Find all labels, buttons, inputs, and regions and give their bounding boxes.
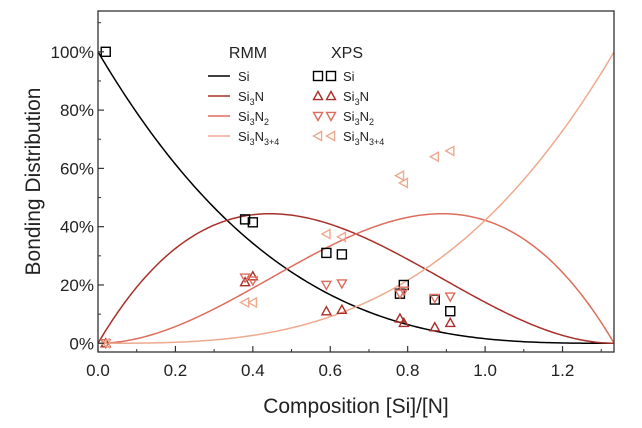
legend-marker-si3n2 [312,111,324,122]
x-tick-label: 0.8 [396,361,420,380]
point-si3n [398,316,410,328]
point-si [336,249,348,260]
point-si3n [336,303,348,315]
point-si3n3+4 [393,169,405,182]
point-si3n3+4 [444,145,455,157]
legend-marker-si3n [325,90,337,101]
point-si3n2 [247,276,259,287]
x-axis-title: Composition [Si]/[N] [263,395,449,418]
point-si3n2 [336,279,348,290]
legend-label-si: Si [238,69,250,84]
legend-label-si3n: Si3N [343,89,369,107]
legend-label-si3n2: Si3N2 [343,109,374,127]
point-si3n [320,305,333,316]
legend: RMM XPS Si Si Si3N Si3N Si3N2 Si3N2 Si3N3+4 Si3… [208,45,384,147]
x-tick-label: 1.2 [551,361,575,380]
legend-marker-si [325,70,337,82]
y-tick-label: 40% [60,218,94,237]
point-si3n2 [239,273,251,284]
point-si3n3+4 [320,228,331,240]
curve-si3n2 [97,212,615,345]
y-axis: 0% 20% 40% 60% 80% 100% [51,22,104,353]
point-si3n2 [398,286,410,297]
point-si3n [444,316,456,328]
y-tick-label: 80% [60,101,94,120]
x-tick-label: 0.6 [318,361,342,380]
legend-marker-si3n [312,90,324,101]
point-si3n3+4 [397,177,409,189]
legend-rows: Si Si Si3N Si3N Si3N2 Si3N2 Si3N3+4 Si3N3+4 [208,69,384,147]
point-si3n [394,312,406,323]
y-tick-label: 20% [60,276,94,295]
curve-si3n3+4 [98,51,615,345]
curve-si3n [97,212,615,345]
legend-header-rmm: RMM [229,45,267,62]
x-tick-label: 1.0 [473,361,497,380]
point-si [445,305,456,317]
y-tick-label: 100% [51,43,94,62]
point-si3n [239,276,251,287]
legend-marker-si3n2 [325,111,337,122]
legend-marker-si3n3+4 [325,130,336,142]
curve-si [97,51,614,345]
y-tick-label: 60% [60,159,94,178]
point-si3n2 [320,280,333,291]
xps-markers [99,46,456,350]
legend-label-si3n3+4: Si3N3+4 [238,129,279,147]
model-curves [97,51,615,345]
point-si3n2 [429,293,441,305]
point-si3n3+4 [335,231,347,243]
point-si3n2 [444,292,456,303]
legend-label-si3n: Si3N [238,89,264,107]
y-tick-label: 0% [69,334,94,353]
point-si3n3+4 [246,296,258,309]
x-tick-label: 0.0 [86,361,110,380]
point-si3n [247,270,259,281]
x-tick-label: 0.4 [241,361,265,380]
y-axis-title: Bonding Distribution [22,88,45,276]
legend-marker-si3n3+4 [312,130,323,142]
plot-frame [97,10,615,353]
point-si [247,217,259,228]
point-si [321,247,332,259]
legend-label-si3n3+4: Si3N3+4 [343,129,384,147]
legend-marker-si [312,70,324,82]
point-si3n3+4 [428,151,440,163]
point-si [239,214,251,225]
x-axis: 0.0 0.2 0.4 0.6 0.8 1.0 1.2 [86,346,602,380]
x-tick-label: 0.2 [164,361,188,380]
point-si3n2 [394,289,406,300]
legend-label-si: Si [343,69,355,84]
point-si3n3+4 [99,337,111,349]
point-si3n [429,321,441,332]
legend-label-si3n2: Si3N2 [238,109,269,127]
legend-header-xps: XPS [331,45,363,62]
